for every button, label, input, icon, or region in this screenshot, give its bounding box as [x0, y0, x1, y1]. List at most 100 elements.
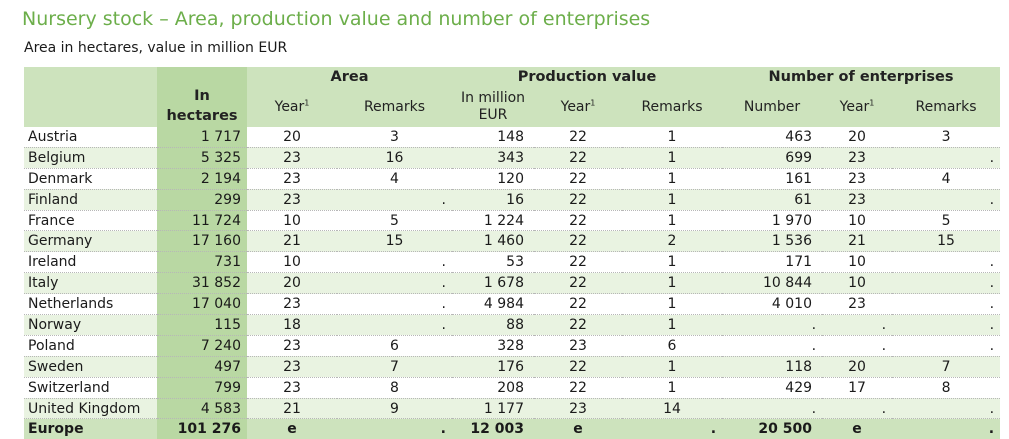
- cell-num-remarks: .: [892, 335, 1001, 357]
- cell-country: Italy: [24, 272, 157, 295]
- cell-num-remarks: .: [892, 147, 1001, 169]
- header-country: [24, 67, 157, 127]
- header-pv-year: Year1: [534, 87, 622, 127]
- cell-production-value: 1 460: [452, 230, 534, 253]
- cell-pv-remarks: 1: [622, 251, 723, 274]
- cell-num-year: e: [822, 418, 893, 439]
- table-row: Austria 1 717 20 3 148 22 1 463 20 3: [24, 127, 1001, 148]
- table-total-row: Europe 101 276 e. 12 003 e. 20 500 e.: [24, 418, 1001, 439]
- cell-hectares: 17 160: [157, 230, 247, 253]
- cell-pv-remarks: 2: [622, 230, 723, 253]
- cell-num-remarks: .: [892, 418, 1001, 439]
- table-body: Austria 1 717 20 3 148 22 1 463 20 3 Belgium 5 325 2…: [24, 127, 1001, 439]
- cell-area-year: 18: [247, 314, 337, 336]
- cell-num-remarks: .: [892, 251, 1001, 274]
- cell-num-year: 10: [822, 210, 893, 232]
- cell-hectares: 5 325: [157, 147, 247, 169]
- footnote-marker: 1: [590, 97, 596, 107]
- cell-pv-remarks: 1: [622, 314, 723, 336]
- cell-pv-year: 22: [534, 147, 622, 169]
- cell-production-value: 88: [452, 314, 534, 336]
- cell-pv-year: 22: [534, 293, 622, 316]
- cell-pv-remarks: 6: [622, 335, 723, 357]
- cell-area-remarks: 5: [337, 210, 452, 232]
- table-row: Switzerland 799 23 8 208 22 1 429 17 8: [24, 377, 1001, 399]
- cell-area-remarks: .: [337, 272, 452, 295]
- cell-pv-remarks: .: [622, 418, 723, 439]
- cell-hectares: 7 240: [157, 335, 247, 357]
- cell-num-remarks: 4: [892, 168, 1001, 190]
- cell-num-remarks: .: [892, 398, 1001, 420]
- footnote-marker: 1: [869, 97, 875, 107]
- cell-area-year: 23: [247, 356, 337, 378]
- table-row: Germany 17 160 21 15 1 460 22 2 1 536 21 15: [24, 230, 1001, 253]
- cell-enterprises-number: .: [722, 314, 823, 336]
- cell-num-remarks: 3: [892, 127, 1001, 148]
- cell-pv-year: 22: [534, 168, 622, 190]
- header-area-remarks: Remarks: [337, 87, 452, 127]
- cell-production-value: 1 224: [452, 210, 534, 232]
- cell-production-value: 176: [452, 356, 534, 378]
- header-enterprises: Number of enterprises: [722, 67, 1001, 87]
- cell-area-remarks: 3: [337, 127, 452, 148]
- header-in-million-line2: EUR: [478, 107, 508, 123]
- cell-pv-remarks: 1: [622, 168, 723, 190]
- cell-num-remarks: .: [892, 189, 1001, 211]
- cell-area-year: 21: [247, 398, 337, 420]
- table-row: Belgium 5 325 23 16 343 22 1 699 23.: [24, 147, 1001, 169]
- cell-pv-year: 22: [534, 189, 622, 211]
- cell-area-remarks: .: [337, 314, 452, 336]
- cell-hectares: 497: [157, 356, 247, 378]
- cell-area-remarks: .: [337, 189, 452, 211]
- cell-production-value: 53: [452, 251, 534, 274]
- cell-area-remarks: .: [337, 293, 452, 316]
- table-row: Italy 31 852 20. 1 678 22 1 10 844 10.: [24, 272, 1001, 295]
- cell-country: Finland: [24, 189, 157, 211]
- cell-pv-remarks: 14: [622, 398, 723, 420]
- cell-enterprises-number: 171: [722, 251, 823, 274]
- cell-num-year: 23: [822, 293, 893, 316]
- cell-area-year: 21: [247, 230, 337, 253]
- cell-pv-year: 22: [534, 210, 622, 232]
- cell-num-year: .: [822, 335, 893, 357]
- cell-hectares: 299: [157, 189, 247, 211]
- cell-area-remarks: 7: [337, 356, 452, 378]
- cell-hectares: 4 583: [157, 398, 247, 420]
- cell-area-year: 10: [247, 251, 337, 274]
- header-in-hectares-line1: In: [194, 88, 210, 104]
- cell-country: Norway: [24, 314, 157, 336]
- table-row: Sweden 497 23 7 176 22 1 118 20 7: [24, 356, 1001, 378]
- cell-enterprises-number: .: [722, 398, 823, 420]
- header-in-million-line1: In million: [460, 90, 526, 106]
- header-num-remarks: Remarks: [892, 87, 1001, 127]
- cell-hectares: 2 194: [157, 168, 247, 190]
- cell-num-year: 20: [822, 356, 893, 378]
- cell-area-remarks: 4: [337, 168, 452, 190]
- cell-country: Austria: [24, 127, 157, 148]
- cell-pv-year: 23: [534, 398, 622, 420]
- cell-country: Ireland: [24, 251, 157, 274]
- table-row: Netherlands 17 040 23. 4 984 22 1 4 010 23.: [24, 293, 1001, 316]
- cell-num-year: .: [822, 398, 893, 420]
- cell-pv-year: 22: [534, 356, 622, 378]
- cell-enterprises-number: 699: [722, 147, 823, 169]
- cell-area-year: 23: [247, 189, 337, 211]
- cell-area-remarks: .: [337, 251, 452, 274]
- cell-country: Germany: [24, 230, 157, 253]
- header-num-year: Year1: [822, 87, 893, 127]
- cell-country: United Kingdom: [24, 398, 157, 420]
- cell-enterprises-number: 429: [722, 377, 823, 399]
- header-pv-remarks: Remarks: [622, 87, 723, 127]
- cell-enterprises-number: .: [722, 335, 823, 357]
- cell-num-remarks: .: [892, 272, 1001, 295]
- table-row: France 11 724 10 5 1 224 22 1 1 970 10 5: [24, 210, 1001, 232]
- cell-area-remarks: 16: [337, 147, 452, 169]
- cell-pv-remarks: 1: [622, 147, 723, 169]
- cell-enterprises-number: 1 970: [722, 210, 823, 232]
- cell-area-remarks: 6: [337, 335, 452, 357]
- cell-num-year: 10: [822, 251, 893, 274]
- cell-pv-remarks: 1: [622, 377, 723, 399]
- cell-enterprises-number: 161: [722, 168, 823, 190]
- cell-area-year: 10: [247, 210, 337, 232]
- cell-enterprises-number: 1 536: [722, 230, 823, 253]
